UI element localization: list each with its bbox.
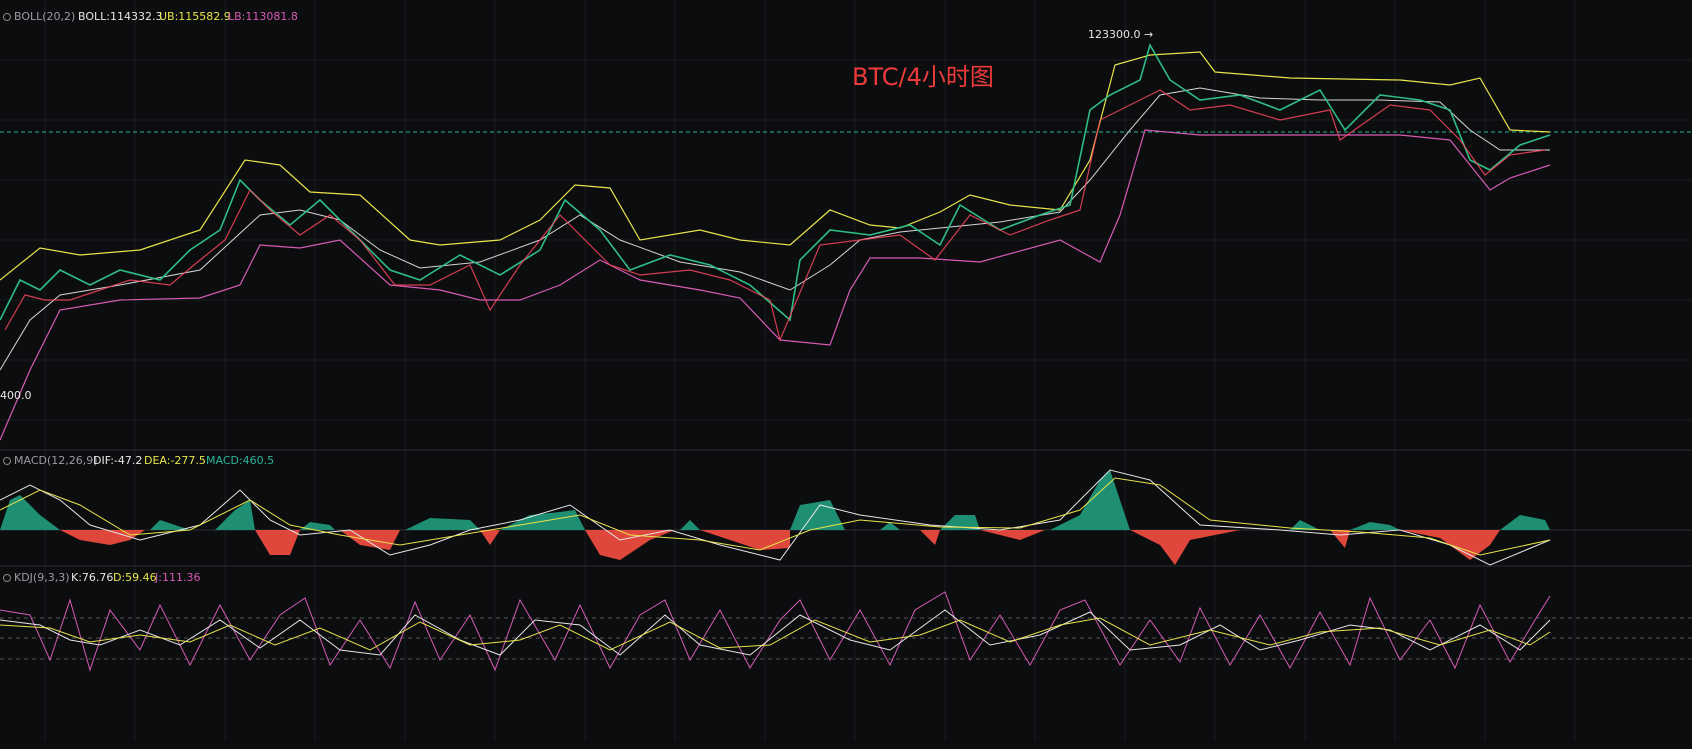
boll-middle (0, 87, 1550, 371)
macd-histogram-negative (60, 530, 1500, 565)
kdj-k (0, 609, 1551, 656)
boll-lower (0, 129, 1551, 441)
ub-readout: UB:115582.9 (159, 10, 231, 23)
indicator-name[interactable]: BOLL(20,2) (14, 10, 75, 23)
kdj-j (0, 591, 1551, 672)
indicator-name[interactable]: MACD(12,26,9) (14, 454, 98, 467)
indicator-icon[interactable] (3, 457, 11, 465)
j-readout: J:111.36 (154, 571, 200, 584)
macd-dif (0, 469, 1551, 566)
indicator-icon[interactable] (3, 574, 11, 582)
high-marker: 123300.0 → (1088, 28, 1153, 41)
price-candles-down (4, 89, 1546, 342)
macd-readout: MACD:460.5 (206, 454, 274, 467)
indicator-icon[interactable] (3, 13, 11, 21)
boll-upper (0, 51, 1551, 281)
kdj-d (0, 617, 1551, 651)
boll-readout: BOLL:114332.3 (78, 10, 162, 23)
dea-readout: DEA:-277.5 (144, 454, 206, 467)
d-readout: D:59.46 (113, 571, 157, 584)
low-marker: 400.0 (0, 389, 32, 402)
lb-readout: LB:113081.8 (228, 10, 298, 23)
indicator-name[interactable]: KDJ(9,3,3) (14, 571, 70, 584)
macd-dea (0, 477, 1551, 556)
chart-title: BTC/4小时图 (852, 63, 994, 91)
k-readout: K:76.76 (71, 571, 113, 584)
dif-readout: DIF:-47.2 (93, 454, 142, 467)
price-candles-up (0, 42, 1551, 322)
